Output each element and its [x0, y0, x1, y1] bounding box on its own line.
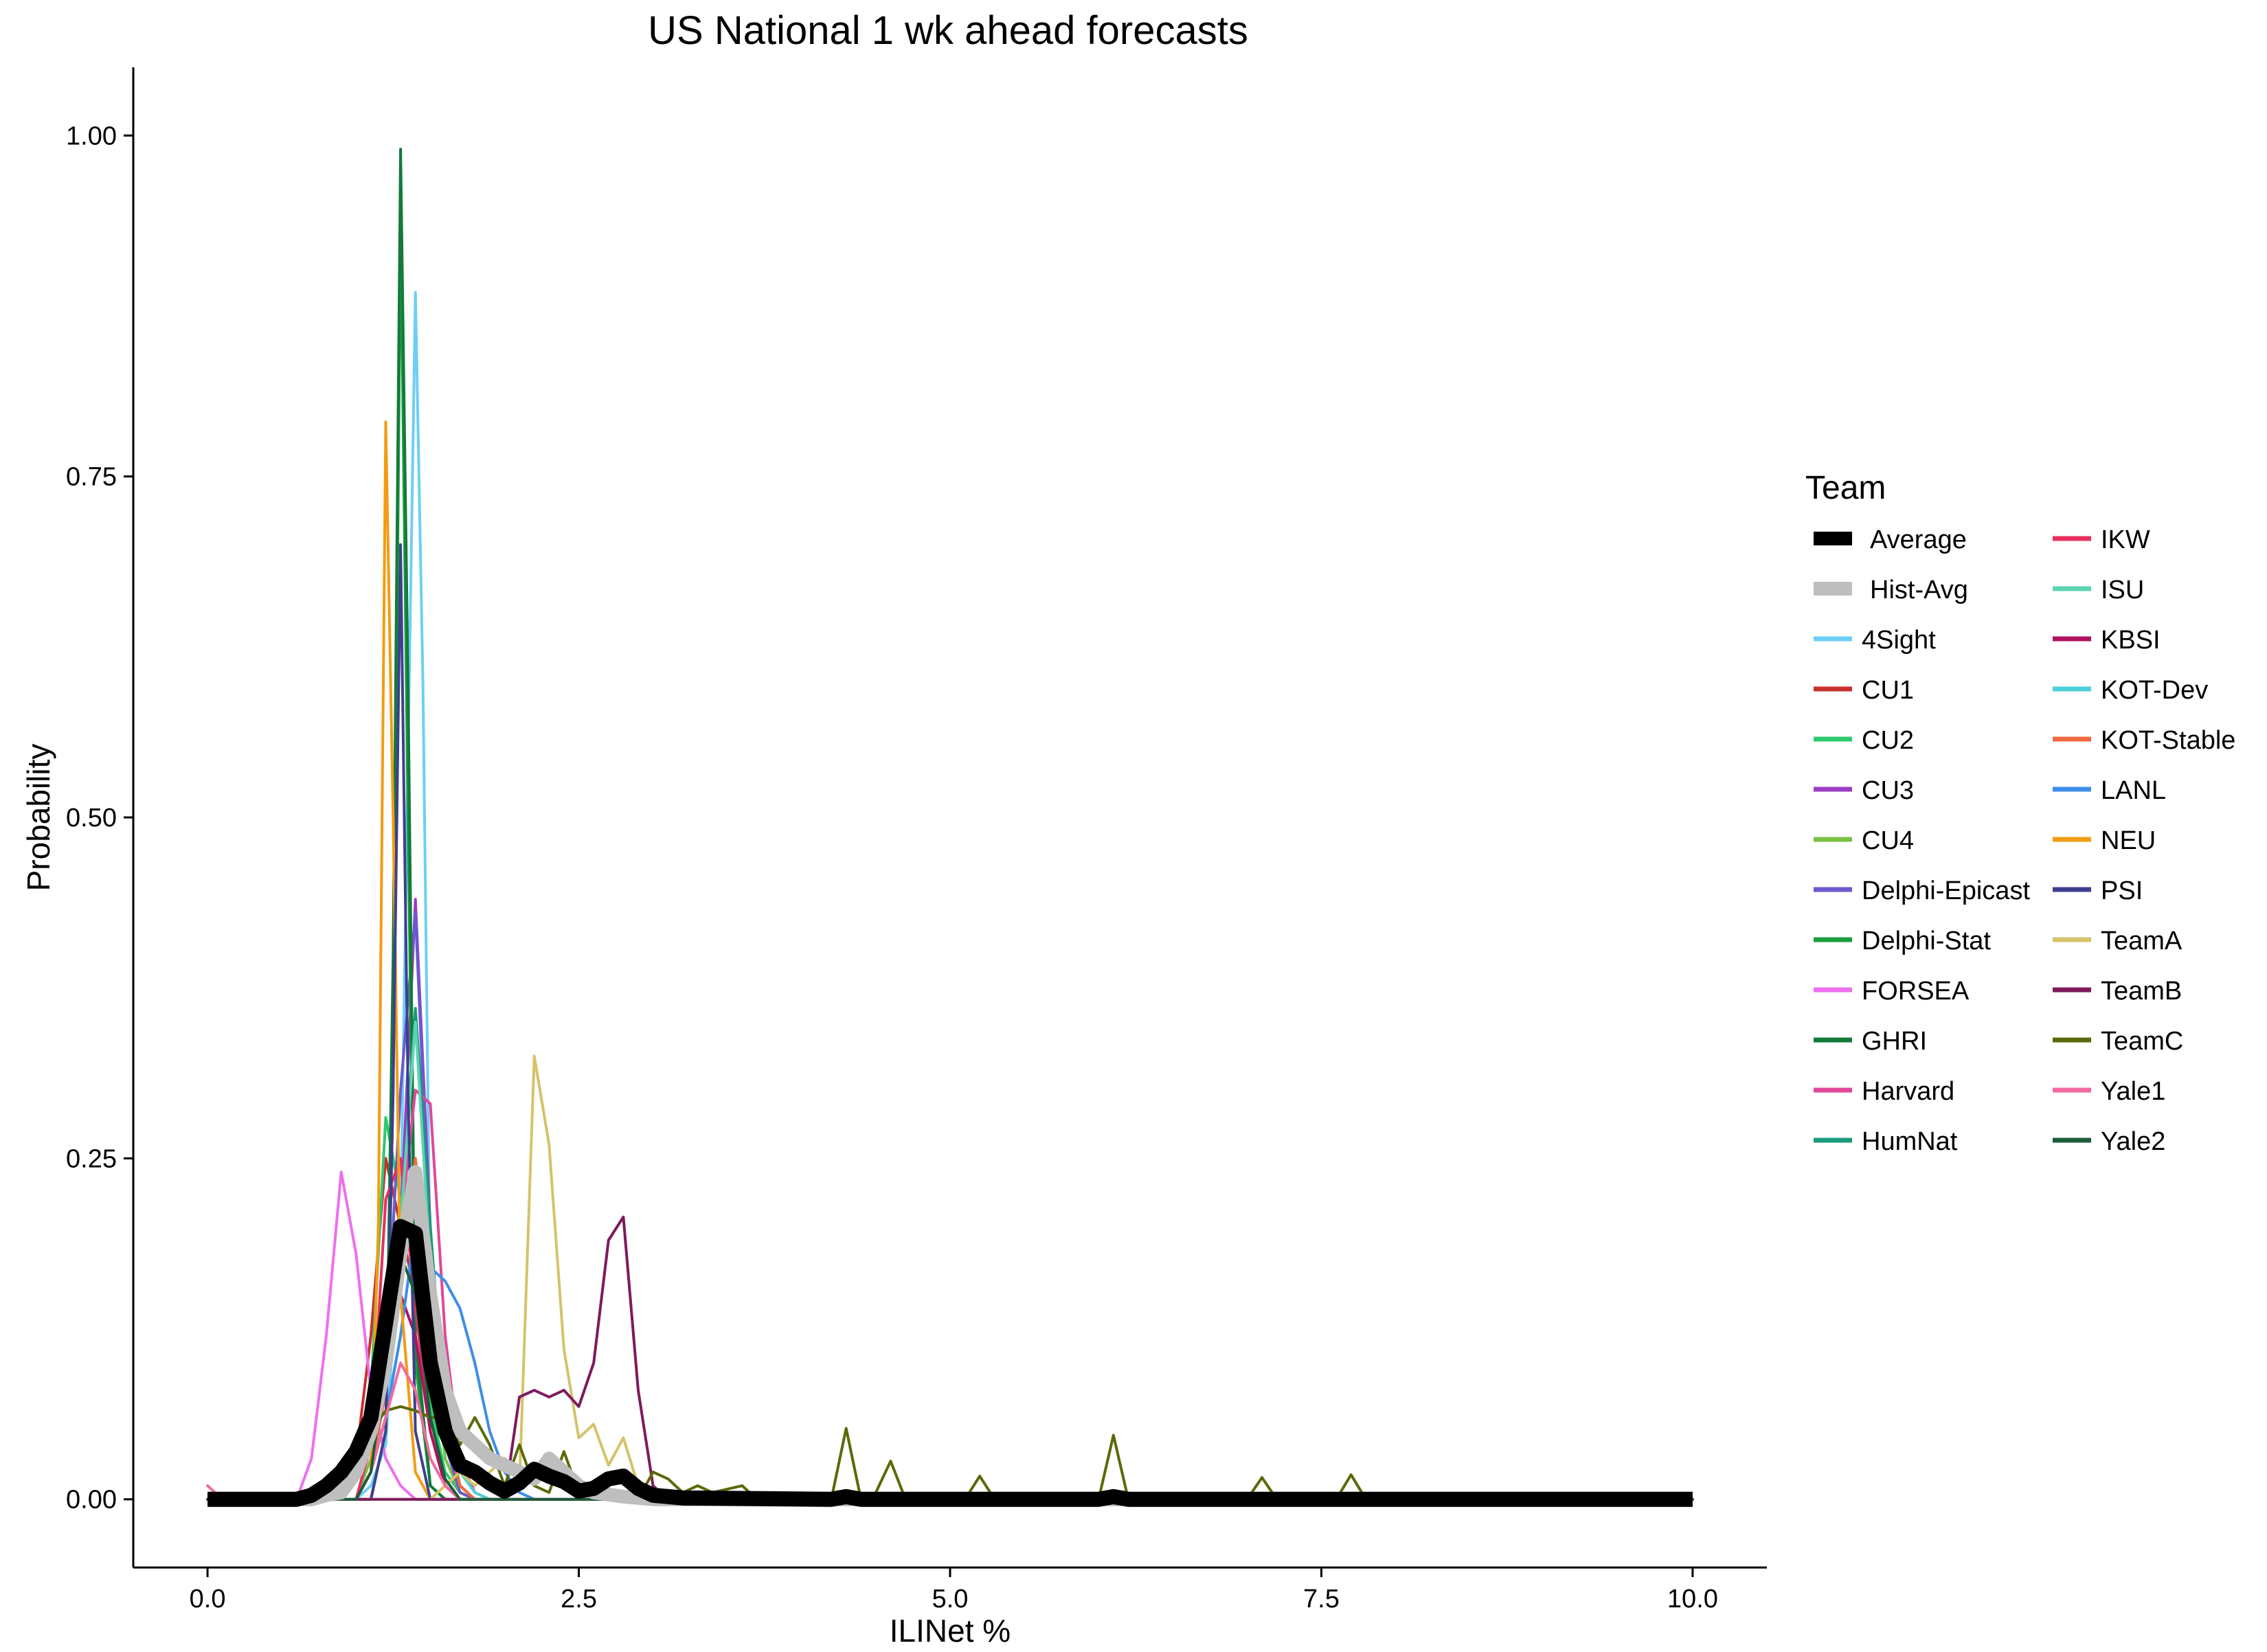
legend-label-cu2: CU2 — [1862, 726, 1914, 755]
legend-label-hist-avg: Hist-Avg — [1870, 576, 1968, 604]
y-tick-label: 0.75 — [66, 463, 117, 492]
legend-label-delphi-stat: Delphi-Stat — [1862, 927, 1991, 955]
x-tick-label: 0.0 — [190, 1585, 226, 1614]
legend-label-kot-stable: KOT-Stable — [2101, 726, 2235, 755]
legend: Team Average Hist-Avg 4Sight CU1 CU2 CU3 CU4 De… — [1805, 470, 2235, 1156]
x-tick-label: 7.5 — [1303, 1585, 1340, 1614]
legend-label-yale1: Yale1 — [2101, 1077, 2165, 1106]
legend-label-teama: TeamA — [2101, 927, 2183, 955]
x-axis-title: ILINet % — [890, 1613, 1011, 1649]
legend-label-average: Average — [1870, 525, 1967, 554]
legend-label-cu3: CU3 — [1862, 776, 1914, 805]
x-tick-label: 10.0 — [1667, 1585, 1718, 1614]
x-tick-label: 5.0 — [932, 1585, 969, 1614]
chart-title: US National 1 wk ahead forecasts — [648, 8, 1248, 53]
x-tick-label: 2.5 — [561, 1585, 597, 1614]
legend-label-humnat: HumNat — [1862, 1127, 1958, 1156]
y-tick-label: 0.00 — [66, 1486, 117, 1515]
series-line-teamb — [206, 1215, 1694, 1501]
legend-label-psi: PSI — [2101, 876, 2143, 905]
y-axis-title: Probability — [21, 744, 56, 892]
legend-label-harvard: Harvard — [1862, 1077, 1954, 1106]
legend-label-forsea: FORSEA — [1862, 977, 1970, 1006]
legend-label-yale2: Yale2 — [2101, 1127, 2165, 1156]
series-line-teama — [206, 1054, 1694, 1501]
legend-label-lanl: LANL — [2101, 776, 2166, 805]
legend-label-teamb: TeamB — [2101, 977, 2182, 1006]
axes: 0.0 2.5 5.0 7.5 10.0 0.00 0.25 0.50 0.75 1.00 — [66, 67, 1767, 1614]
legend-label-delphi-epicast: Delphi-Epicast — [1862, 876, 2030, 905]
legend-label-isu: ISU — [2101, 576, 2144, 604]
y-tick-label: 0.50 — [66, 804, 117, 833]
legend-label-teamc: TeamC — [2101, 1027, 2183, 1056]
series-line-yale2 — [206, 1252, 1694, 1501]
legend-label-cu4: CU4 — [1862, 826, 1914, 855]
legend-label-neu: NEU — [2101, 826, 2156, 855]
legend-label-cu1: CU1 — [1862, 676, 1914, 705]
y-tick-label: 0.25 — [66, 1144, 117, 1173]
legend-label-kbsi: KBSI — [2101, 626, 2161, 655]
legend-title: Team — [1805, 470, 1886, 506]
legend-label-kot-dev: KOT-Dev — [2101, 676, 2208, 705]
legend-label-ghri: GHRI — [1862, 1027, 1927, 1056]
series-line-average — [207, 1219, 1693, 1507]
y-tick-label: 1.00 — [66, 122, 117, 150]
legend-label-ikw: IKW — [2101, 525, 2150, 554]
series-line-forsea — [206, 1170, 1694, 1501]
series-line-psi — [206, 543, 1694, 1501]
legend-label-4sight: 4Sight — [1862, 626, 1936, 655]
plot-area — [206, 148, 1694, 1507]
